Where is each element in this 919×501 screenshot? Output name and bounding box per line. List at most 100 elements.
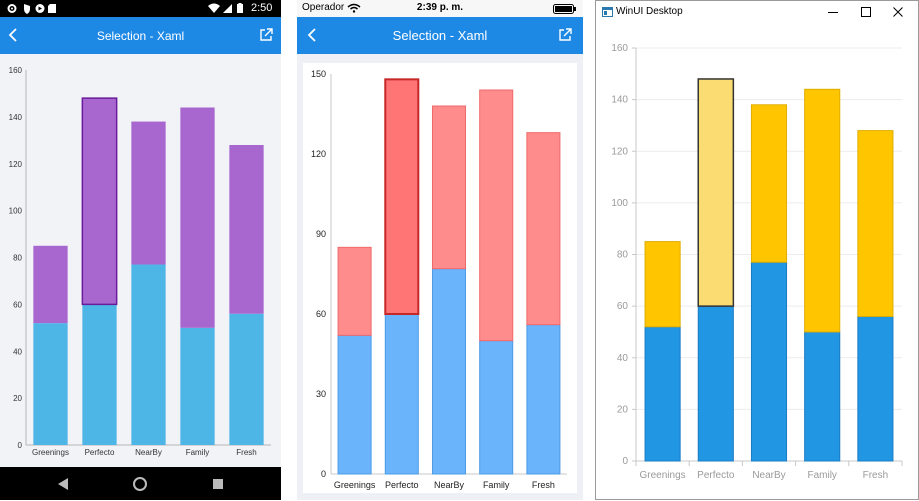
y-tick-label: 120: [311, 149, 326, 159]
window-title-bar: WinUI Desktop: [596, 1, 918, 23]
y-tick-label: 100: [9, 207, 23, 216]
bar-family-seg2[interactable]: [479, 89, 514, 342]
bar-nearby-seg1[interactable]: [131, 264, 166, 445]
y-tick-label: 80: [617, 250, 629, 261]
wifi-icon: [208, 3, 220, 13]
status-time: 2:50: [251, 2, 273, 14]
bar-nearby-seg2[interactable]: [131, 121, 166, 265]
ios-panel: Operador 2:39 p. m. Selection - Xaml 0 30…: [297, 0, 583, 500]
x-tick-label: Perfecto: [385, 480, 419, 490]
ios-app-bar: Selection - Xaml: [297, 17, 583, 54]
y-tick-label: 20: [617, 404, 629, 415]
x-tick-label: Greenings: [334, 480, 376, 490]
bar-family-seg1[interactable]: [180, 327, 215, 445]
x-tick-label: Greenings: [640, 470, 686, 481]
bar-greenings-seg2[interactable]: [644, 241, 681, 328]
y-tick-label: 140: [9, 113, 23, 122]
x-tick-label: NearBy: [135, 448, 162, 457]
bar-perfecto-seg1[interactable]: [697, 305, 734, 462]
chevron-left-icon: [8, 28, 17, 42]
x-tick-label: Family: [807, 470, 836, 481]
x-tick-label: Greenings: [32, 448, 69, 457]
y-tick-label: 60: [316, 309, 326, 319]
bar-perfecto-seg1[interactable]: [82, 304, 117, 445]
y-tick-label: 0: [321, 469, 326, 479]
android-panel: 2:50 Selection - Xaml 0 20 40 60 80 100 120 140…: [0, 0, 281, 500]
bar-nearby-seg1[interactable]: [750, 261, 788, 462]
chevron-left-icon: [307, 28, 316, 42]
android-status-bar: 2:50: [0, 0, 281, 17]
android-app-bar: Selection - Xaml: [0, 17, 281, 54]
x-tick-label: Fresh: [236, 448, 256, 457]
y-tick-label: 40: [13, 347, 22, 356]
x-tick-label: Perfecto: [85, 448, 115, 457]
bar-greenings-seg1[interactable]: [337, 334, 372, 475]
y-tick-label: 0: [622, 456, 628, 467]
y-tick-label: 0: [18, 441, 23, 450]
back-button[interactable]: [303, 26, 321, 44]
bar-fresh-seg1[interactable]: [229, 313, 264, 445]
window-title: WinUI Desktop: [616, 6, 683, 17]
y-tick-label: 30: [316, 389, 326, 399]
nav-home-icon[interactable]: [132, 476, 148, 492]
page-title: Selection - Xaml: [392, 28, 488, 43]
bar-perfecto-seg1[interactable]: [384, 313, 419, 475]
y-tick-label: 40: [617, 353, 629, 364]
x-tick-label: NearBy: [434, 480, 465, 490]
carrier-label: Operador: [302, 2, 345, 13]
bar-family-seg2[interactable]: [804, 88, 841, 333]
nav-recents-icon[interactable]: [212, 478, 224, 490]
bar-family-seg1[interactable]: [804, 331, 841, 462]
bar-family-seg2[interactable]: [180, 107, 215, 328]
bar-greenings-seg1[interactable]: [33, 323, 68, 445]
ios-chart: 0 30 60 90 120 150 Greenings Perfecto NearBy Fami…: [311, 69, 567, 490]
bar-nearby-seg2[interactable]: [431, 105, 467, 270]
bar-greenings-seg2[interactable]: [33, 245, 68, 324]
status-right-icons: [208, 3, 243, 13]
bar-nearby-seg2[interactable]: [750, 104, 788, 263]
x-tick-label: Perfecto: [697, 470, 735, 481]
bar-fresh-seg2[interactable]: [857, 130, 894, 317]
y-tick-label: 160: [9, 66, 23, 75]
bar-fresh-seg1[interactable]: [857, 315, 894, 462]
bar-greenings-seg1[interactable]: [644, 326, 681, 462]
close-icon[interactable]: [893, 7, 903, 17]
signal-icon: [223, 4, 232, 13]
open-external-button[interactable]: [257, 26, 275, 44]
nav-back-icon[interactable]: [56, 477, 70, 491]
x-tick-label: Fresh: [532, 480, 555, 490]
x-tick-label: Family: [186, 448, 210, 457]
bar-perfecto-seg2[interactable]: [697, 78, 735, 307]
android-chart: 0 20 40 60 80 100 120 140 160 Greenings Perfecto Ne…: [9, 66, 271, 457]
x-tick-label: Family: [483, 480, 510, 490]
bar-perfecto-seg2[interactable]: [384, 78, 420, 316]
y-tick-label: 90: [316, 229, 326, 239]
bar-family-seg1[interactable]: [479, 340, 514, 475]
bar-perfecto-seg2[interactable]: [81, 97, 118, 306]
sd-card-icon: [48, 4, 56, 13]
y-tick-label: 100: [611, 198, 628, 209]
y-tick-label: 120: [9, 160, 23, 169]
y-tick-label: 60: [13, 300, 22, 309]
android-nav-bar: [0, 467, 281, 500]
shield-icon: [24, 4, 30, 14]
page-title: Selection - Xaml: [96, 29, 185, 43]
play-protect-icon: [35, 4, 45, 13]
back-button[interactable]: [4, 26, 22, 44]
bar-fresh-seg2[interactable]: [229, 145, 264, 314]
bar-fresh-seg1[interactable]: [526, 324, 561, 475]
y-tick-label: 120: [611, 146, 628, 157]
external-link-icon: [559, 28, 572, 41]
battery-icon: [553, 4, 576, 14]
y-tick-label: 150: [311, 69, 326, 79]
bar-greenings-seg2[interactable]: [337, 246, 372, 336]
bar-nearby-seg1[interactable]: [431, 268, 467, 475]
bar-fresh-seg2[interactable]: [526, 132, 561, 326]
gear-icon: [7, 4, 17, 13]
y-tick-label: 80: [13, 254, 22, 263]
minimize-icon[interactable]: [828, 7, 838, 17]
maximize-icon[interactable]: [861, 7, 871, 17]
y-tick-label: 160: [611, 43, 628, 54]
status-icons: [7, 4, 56, 14]
open-external-button[interactable]: [556, 26, 574, 44]
